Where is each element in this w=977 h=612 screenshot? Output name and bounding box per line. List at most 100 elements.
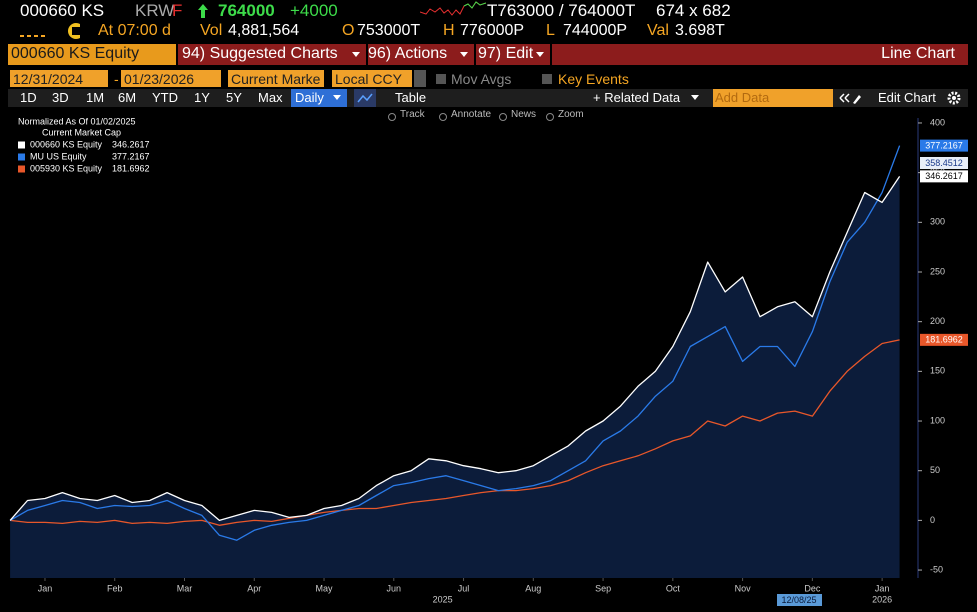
legend-box: [14, 116, 156, 176]
sparkline: [420, 1, 486, 16]
year-label: 2025: [433, 594, 453, 604]
x-tick-label: Aug: [525, 583, 541, 593]
x-tick-label: Nov: [735, 583, 752, 593]
x-tick-label: Dec: [804, 583, 821, 593]
size: 674 x 682: [656, 1, 731, 20]
tool-icon: [439, 113, 447, 121]
x-tick-label: Mar: [177, 583, 193, 593]
dropdown[interactable]: [414, 70, 426, 87]
tool-icon: [499, 113, 507, 121]
tool[interactable]: News: [511, 109, 537, 120]
menu-divider: [550, 44, 552, 65]
edit-icons[interactable]: [838, 90, 862, 106]
area-fill: [10, 176, 900, 578]
menu-item[interactable]: 94) Suggested Charts: [182, 45, 338, 62]
y-tick-label: -50: [930, 564, 943, 574]
start-date[interactable]: 12/31/2024: [10, 70, 108, 87]
stat-value: 776000P: [460, 22, 525, 39]
stat-label: L: [546, 22, 555, 39]
crosshair-date-box: [777, 594, 822, 606]
year-label: 2026: [872, 594, 892, 604]
checkbox[interactable]: [542, 74, 552, 84]
security-box[interactable]: [8, 44, 176, 65]
stat-value: 4,881,564: [228, 22, 300, 39]
series-line: [9, 176, 901, 522]
security[interactable]: 000660 KS Equity: [11, 45, 140, 62]
stat-label: O: [342, 22, 355, 39]
tool[interactable]: Zoom: [558, 109, 584, 120]
dropdown-arrow: [333, 95, 341, 100]
menu-item[interactable]: 97) Edit: [478, 45, 534, 62]
x-tick-label: Jan: [38, 583, 53, 593]
add-data[interactable]: Add Data: [713, 89, 833, 107]
value-box-label: 358.4512: [925, 158, 963, 168]
crosshair-date: 12/08/25: [781, 595, 816, 605]
value-box-label: 346.2617: [925, 171, 963, 181]
metric[interactable]: Current Marke: [228, 70, 324, 87]
x-tick-label: Feb: [107, 583, 123, 593]
y-tick-label: 300: [930, 217, 945, 227]
x-tick-label: Sep: [595, 583, 611, 593]
value-box-label: 377.2167: [925, 140, 963, 150]
stat-label: H: [443, 22, 455, 39]
stat-value: 744000P: [563, 22, 628, 39]
y-tick-label: 150: [930, 366, 945, 376]
currency-select[interactable]: Local CCY: [332, 70, 412, 87]
period[interactable]: YTD: [152, 90, 178, 105]
legend-title: Normalized As Of 01/02/2025: [18, 116, 136, 126]
legend-swatch: [18, 153, 25, 161]
period[interactable]: 1Y: [194, 90, 210, 105]
edit-chart[interactable]: Edit Chart: [878, 90, 936, 105]
end-date[interactable]: 01/23/2026: [121, 70, 221, 87]
tool-icon: [388, 113, 396, 121]
price: 764000: [218, 1, 275, 20]
stat-value: 753000T: [357, 22, 421, 39]
dropdown-arrow: [536, 52, 544, 57]
legend-swatch: [18, 141, 25, 149]
legend-subtitle: Current Market Cap: [42, 127, 121, 137]
period[interactable]: 5Y: [226, 90, 242, 105]
legend-value: 181.6962: [112, 163, 150, 173]
legend-label: 000660 KS Equity: [30, 139, 103, 149]
dropdown-arrow: [352, 52, 360, 57]
gear[interactable]: [946, 90, 962, 106]
stat-label: Vol: [200, 22, 223, 39]
right-band: [903, 118, 917, 578]
dropdown-arrow: [691, 95, 699, 100]
related-data[interactable]: + Related Data: [593, 90, 681, 105]
value-box: [920, 170, 968, 183]
bid-ask: T763000 / 764000T: [487, 1, 636, 20]
menu-item[interactable]: 96) Actions: [368, 45, 448, 62]
period[interactable]: 3D: [52, 90, 69, 105]
tool[interactable]: Annotate: [451, 109, 492, 120]
frequency-box[interactable]: [291, 89, 347, 107]
legend-label: 005930 KS Equity: [30, 163, 103, 173]
legend-swatch: [18, 165, 25, 173]
period[interactable]: 1M: [86, 90, 105, 105]
time: At 07:00 d: [98, 22, 171, 39]
value-box: [920, 157, 968, 169]
ticker: 000660 KS: [20, 1, 105, 20]
frequency[interactable]: Daily: [295, 90, 324, 105]
legend-value: 346.2617: [112, 139, 150, 149]
period[interactable]: 1D: [20, 90, 37, 105]
change: +4000: [290, 1, 338, 20]
y-tick-label: 400: [930, 117, 945, 127]
currency: KRW: [135, 1, 175, 20]
menu-divider: [474, 44, 476, 65]
tool[interactable]: Track: [400, 109, 425, 120]
y-tick-label: 50: [930, 465, 940, 475]
tool-icon: [546, 113, 554, 121]
x-tick-label: Jul: [458, 583, 470, 593]
legend-value: 377.2167: [112, 151, 150, 161]
line-icon[interactable]: [354, 89, 376, 107]
period[interactable]: Max: [258, 90, 283, 105]
period[interactable]: 6M: [118, 90, 137, 105]
checkbox[interactable]: [436, 74, 446, 84]
table[interactable]: Table: [395, 90, 427, 105]
legend-label: MU US Equity: [30, 151, 87, 161]
mov-avgs[interactable]: Mov Avgs: [451, 71, 512, 87]
key-events[interactable]: Key Events: [558, 71, 629, 87]
